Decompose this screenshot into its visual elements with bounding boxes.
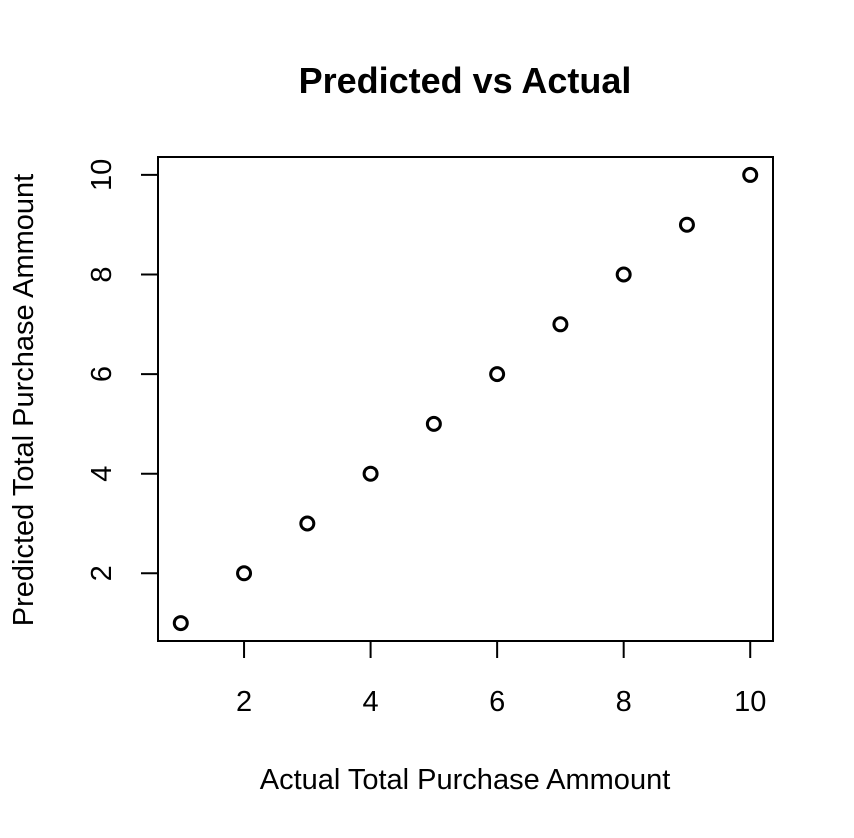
y-axis: 2 4 6 8 10 (86, 159, 158, 581)
x-tick-label: 2 (236, 686, 252, 718)
data-point (678, 216, 695, 233)
data-point (742, 166, 759, 183)
plot-frame (157, 156, 774, 642)
y-tick-label: 6 (86, 366, 118, 382)
x-axis-label: Actual Total Purchase Ammount (260, 764, 671, 796)
y-tick-label: 2 (86, 565, 118, 581)
data-point (362, 465, 379, 482)
y-tick-label: 8 (86, 266, 118, 282)
data-point (489, 366, 506, 383)
data-point (299, 515, 316, 532)
data-point (425, 415, 442, 432)
data-point (172, 615, 189, 632)
data-point (615, 266, 632, 283)
y-axis-label: Predicted Total Purchase Ammount (8, 174, 40, 626)
data-point (552, 316, 569, 333)
chart-title: Predicted vs Actual (299, 60, 632, 101)
x-tick-label: 10 (734, 686, 766, 718)
x-axis: 2 4 6 8 10 (236, 641, 766, 718)
x-tick-label: 8 (616, 686, 632, 718)
x-tick-label: 4 (363, 686, 379, 718)
data-point (236, 565, 253, 582)
y-tick-label: 10 (86, 159, 118, 191)
x-tick-label: 6 (489, 686, 505, 718)
y-tick-label: 4 (86, 466, 118, 482)
data-points (172, 166, 759, 632)
